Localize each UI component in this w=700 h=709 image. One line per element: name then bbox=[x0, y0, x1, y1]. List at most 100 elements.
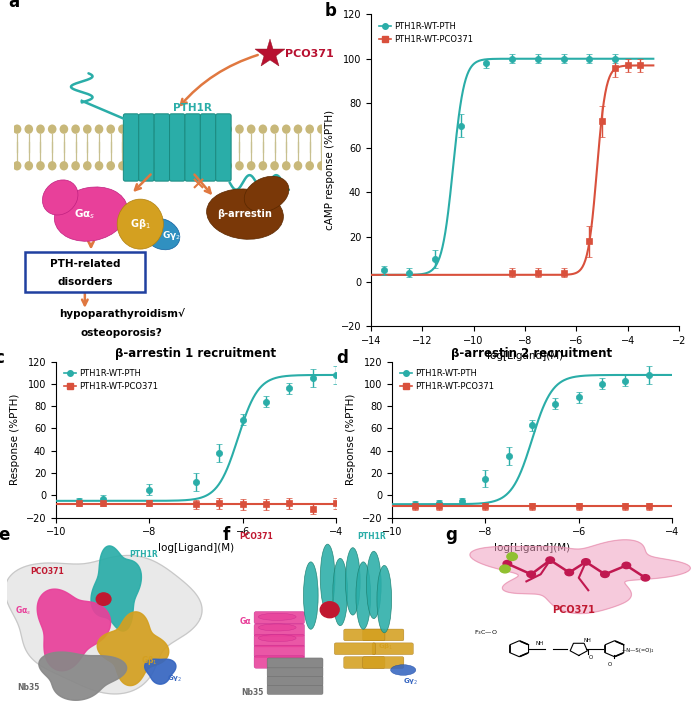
Circle shape bbox=[141, 161, 150, 170]
Polygon shape bbox=[470, 540, 690, 613]
Text: Gβ$_1$: Gβ$_1$ bbox=[130, 217, 150, 231]
FancyBboxPatch shape bbox=[139, 114, 154, 181]
Text: Gα$_s$: Gα$_s$ bbox=[15, 604, 32, 617]
FancyBboxPatch shape bbox=[267, 658, 323, 668]
FancyBboxPatch shape bbox=[216, 114, 231, 181]
Legend: PTH1R-WT-PTH, PTH1R-WT-PCO371: PTH1R-WT-PTH, PTH1R-WT-PCO371 bbox=[60, 366, 162, 395]
Circle shape bbox=[294, 125, 302, 134]
Title: β-arrestin 2 recruitment: β-arrestin 2 recruitment bbox=[452, 347, 612, 360]
Circle shape bbox=[258, 125, 267, 134]
Text: PTH1R: PTH1R bbox=[357, 532, 386, 541]
Text: osteoporosis?: osteoporosis? bbox=[81, 328, 162, 337]
Circle shape bbox=[71, 125, 80, 134]
Text: Gα: Gα bbox=[239, 617, 251, 626]
Text: PCO371: PCO371 bbox=[285, 49, 334, 59]
Circle shape bbox=[270, 125, 279, 134]
Text: Nb35: Nb35 bbox=[18, 683, 40, 691]
Circle shape bbox=[500, 565, 510, 573]
Text: c: c bbox=[0, 349, 4, 367]
Ellipse shape bbox=[367, 552, 382, 618]
Circle shape bbox=[176, 161, 186, 170]
Ellipse shape bbox=[333, 559, 347, 625]
Circle shape bbox=[282, 161, 290, 170]
X-axis label: log[Ligand](M): log[Ligand](M) bbox=[494, 543, 570, 553]
Circle shape bbox=[211, 125, 220, 134]
Polygon shape bbox=[5, 555, 202, 694]
Circle shape bbox=[36, 161, 45, 170]
Circle shape bbox=[13, 161, 22, 170]
Circle shape bbox=[83, 125, 92, 134]
Circle shape bbox=[25, 125, 33, 134]
Circle shape bbox=[118, 161, 127, 170]
Circle shape bbox=[247, 161, 256, 170]
Ellipse shape bbox=[258, 613, 296, 620]
FancyBboxPatch shape bbox=[267, 666, 323, 676]
Circle shape bbox=[60, 161, 68, 170]
Circle shape bbox=[503, 560, 512, 567]
Circle shape bbox=[141, 125, 150, 134]
Circle shape bbox=[106, 161, 115, 170]
Circle shape bbox=[601, 571, 609, 577]
Circle shape bbox=[317, 161, 326, 170]
Circle shape bbox=[546, 557, 554, 563]
Text: Gγ$_2$: Gγ$_2$ bbox=[167, 674, 182, 684]
Circle shape bbox=[321, 602, 339, 618]
FancyBboxPatch shape bbox=[363, 657, 404, 669]
Circle shape bbox=[235, 125, 244, 134]
Circle shape bbox=[622, 562, 631, 569]
Circle shape bbox=[200, 161, 209, 170]
Circle shape bbox=[294, 161, 302, 170]
Ellipse shape bbox=[258, 635, 296, 642]
Circle shape bbox=[71, 161, 80, 170]
Ellipse shape bbox=[391, 665, 416, 675]
Circle shape bbox=[153, 161, 162, 170]
Circle shape bbox=[641, 574, 650, 581]
Circle shape bbox=[153, 125, 162, 134]
Circle shape bbox=[60, 125, 68, 134]
Circle shape bbox=[176, 125, 186, 134]
Circle shape bbox=[507, 553, 517, 560]
Text: ×: × bbox=[191, 175, 206, 193]
Text: O: O bbox=[588, 655, 592, 660]
Circle shape bbox=[97, 593, 111, 605]
FancyBboxPatch shape bbox=[267, 685, 323, 695]
Circle shape bbox=[211, 161, 220, 170]
Ellipse shape bbox=[43, 180, 78, 215]
Ellipse shape bbox=[304, 562, 318, 630]
Text: hypoparathyroidism√: hypoparathyroidism√ bbox=[59, 308, 185, 320]
Circle shape bbox=[25, 161, 33, 170]
Circle shape bbox=[282, 125, 290, 134]
Ellipse shape bbox=[321, 545, 335, 611]
Polygon shape bbox=[145, 659, 176, 684]
Circle shape bbox=[130, 161, 139, 170]
Polygon shape bbox=[91, 546, 141, 631]
FancyBboxPatch shape bbox=[185, 114, 200, 181]
Circle shape bbox=[235, 161, 244, 170]
FancyBboxPatch shape bbox=[254, 645, 304, 658]
Circle shape bbox=[117, 199, 163, 249]
Text: NH: NH bbox=[584, 637, 592, 642]
FancyBboxPatch shape bbox=[169, 114, 185, 181]
X-axis label: log[Ligand](M): log[Ligand](M) bbox=[158, 543, 234, 553]
Circle shape bbox=[565, 569, 573, 576]
Ellipse shape bbox=[144, 218, 180, 250]
Text: b: b bbox=[325, 1, 337, 20]
Circle shape bbox=[223, 161, 232, 170]
FancyBboxPatch shape bbox=[254, 656, 304, 668]
Ellipse shape bbox=[55, 187, 127, 241]
Polygon shape bbox=[97, 612, 169, 686]
Text: e: e bbox=[0, 526, 10, 545]
Y-axis label: cAMP response (%PTH): cAMP response (%PTH) bbox=[326, 110, 335, 230]
FancyBboxPatch shape bbox=[335, 643, 375, 654]
Text: PTH-related: PTH-related bbox=[50, 259, 120, 269]
Circle shape bbox=[13, 125, 22, 134]
Circle shape bbox=[270, 161, 279, 170]
FancyBboxPatch shape bbox=[372, 643, 413, 654]
Text: Gβ$_1$: Gβ$_1$ bbox=[141, 654, 158, 667]
Ellipse shape bbox=[346, 547, 360, 615]
FancyBboxPatch shape bbox=[254, 635, 304, 647]
Ellipse shape bbox=[258, 624, 296, 631]
Circle shape bbox=[188, 161, 197, 170]
FancyBboxPatch shape bbox=[123, 114, 139, 181]
Legend: PTH1R-WT-PTH, PTH1R-WT-PCO371: PTH1R-WT-PTH, PTH1R-WT-PCO371 bbox=[375, 18, 477, 48]
